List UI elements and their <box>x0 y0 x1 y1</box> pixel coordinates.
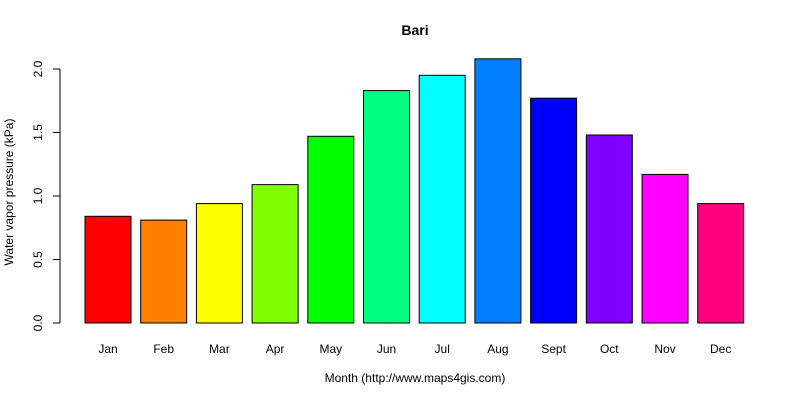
x-tick-labels: Jan Feb Mar Apr May Jun Jul Aug Sept Oct Nov Dec <box>98 342 731 356</box>
x-tick-label: Jun <box>377 342 396 356</box>
x-tick-label: Aug <box>487 342 508 356</box>
x-tick-label: Dec <box>710 342 731 356</box>
x-tick-label: Feb <box>153 342 174 356</box>
x-tick-label: May <box>319 342 342 356</box>
bar-mar <box>195 203 243 324</box>
bar-jul <box>418 74 466 324</box>
x-tick-label: Sept <box>541 342 566 356</box>
bars-group <box>84 58 745 324</box>
y-tick-label: 1.5 <box>31 124 45 141</box>
x-tick-label: Jan <box>98 342 117 356</box>
chart-title: Bari <box>401 22 428 38</box>
y-tick-label: 1.0 <box>31 187 45 204</box>
y-tick-label: 0.5 <box>31 251 45 268</box>
bar-feb <box>140 219 188 324</box>
y-axis: 0.0 0.5 1.0 1.5 2.0 <box>31 60 61 331</box>
y-tick-label: 0.0 <box>31 314 45 331</box>
y-axis-label: Water vapor pressure (kPa) <box>2 119 16 266</box>
x-tick-label: Jul <box>435 342 450 356</box>
bar-jan <box>84 215 132 324</box>
x-tick-label: Oct <box>600 342 619 356</box>
bar-may <box>307 135 355 324</box>
x-axis-label: Month (http://www.maps4gis.com) <box>325 371 506 385</box>
bar-apr <box>251 184 299 324</box>
y-tick-label: 2.0 <box>31 60 45 77</box>
bar-nov <box>641 173 689 324</box>
x-tick-label: Apr <box>266 342 285 356</box>
bar-oct <box>585 134 633 324</box>
x-tick-label: Nov <box>654 342 675 356</box>
x-tick-label: Mar <box>209 342 230 356</box>
bar-sept <box>530 97 578 324</box>
bar-jun <box>363 90 410 324</box>
bar-dec <box>697 203 745 324</box>
bar-aug <box>474 58 522 324</box>
